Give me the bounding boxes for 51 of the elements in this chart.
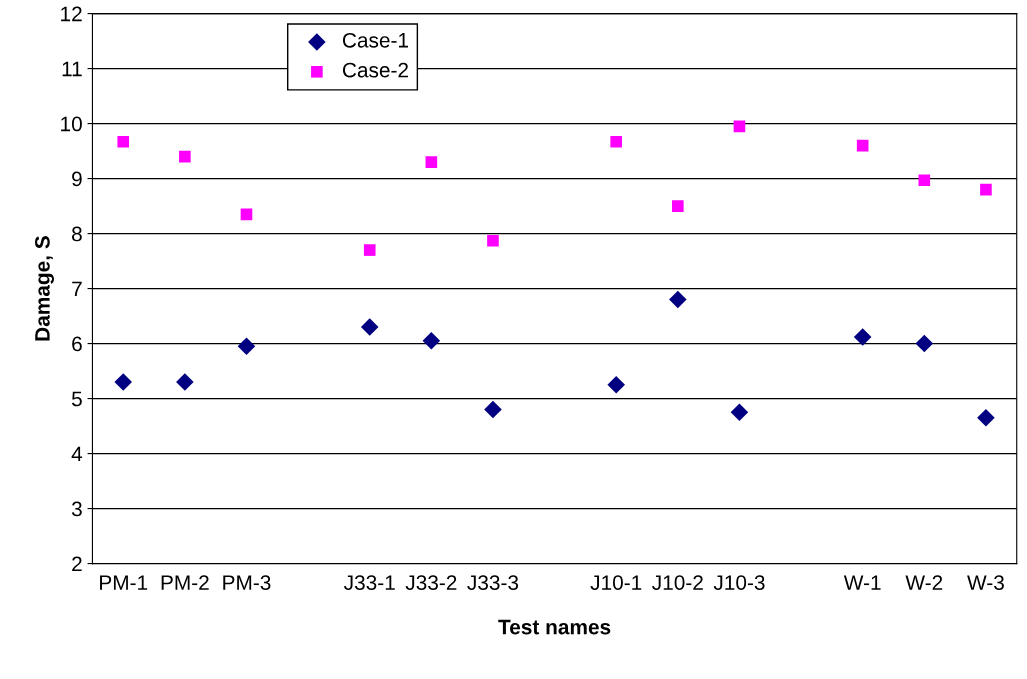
x-tick-label: PM-3: [223, 575, 271, 590]
point: [856, 139, 869, 152]
y-tick-label: 6: [72, 336, 82, 352]
y-tick-label: 12: [61, 6, 82, 22]
legend-label: Case-2: [342, 62, 408, 78]
y-tick-label: 3: [71, 501, 82, 517]
point: [980, 183, 992, 196]
legend-label: Case-1: [342, 32, 409, 48]
x-tick-label: W-1: [843, 575, 881, 590]
point: [610, 135, 623, 148]
point: [360, 318, 379, 336]
point: [484, 400, 502, 419]
point: [487, 234, 499, 247]
point: [672, 200, 684, 212]
point: [915, 334, 934, 353]
point: [240, 208, 253, 221]
point: [669, 290, 687, 309]
y-tick-label: 9: [72, 171, 82, 187]
point: [363, 244, 376, 256]
point: [179, 150, 191, 163]
point: [607, 376, 625, 394]
point: [114, 373, 133, 391]
y-tick-label: 2: [72, 556, 82, 572]
x-tick-label: J10-2: [652, 575, 703, 590]
point: [422, 332, 441, 350]
x-tick-label: J10-1: [590, 575, 642, 590]
point: [117, 135, 130, 148]
y-tick-label: 11: [62, 61, 82, 77]
x-tick-label: J10-3: [713, 575, 765, 590]
point: [176, 373, 194, 391]
x-tick-label: PM-1: [100, 575, 148, 590]
y-tick-label: 4: [71, 446, 83, 462]
x-tick-label: PM-2: [161, 575, 209, 590]
point: [237, 337, 256, 356]
x-tick-label: W-2: [905, 575, 943, 590]
point: [730, 403, 749, 422]
y-tick-label: 10: [61, 116, 82, 132]
y-tick-label: 7: [72, 281, 82, 297]
point: [977, 409, 995, 427]
y-tick-label: 8: [72, 226, 82, 242]
x-tick-label: J33-3: [467, 575, 519, 590]
point: [733, 120, 746, 133]
point: [853, 328, 872, 346]
y-axis-title: Damage, S: [35, 236, 54, 341]
x-tick-label: W-3: [967, 575, 1004, 590]
point: [425, 156, 438, 168]
y-tick-label: 5: [71, 391, 82, 407]
x-axis-title: Test names: [498, 619, 611, 635]
point: [918, 174, 931, 187]
x-tick-label: J33-2: [405, 575, 457, 590]
x-tick-label: J33-1: [343, 575, 395, 590]
